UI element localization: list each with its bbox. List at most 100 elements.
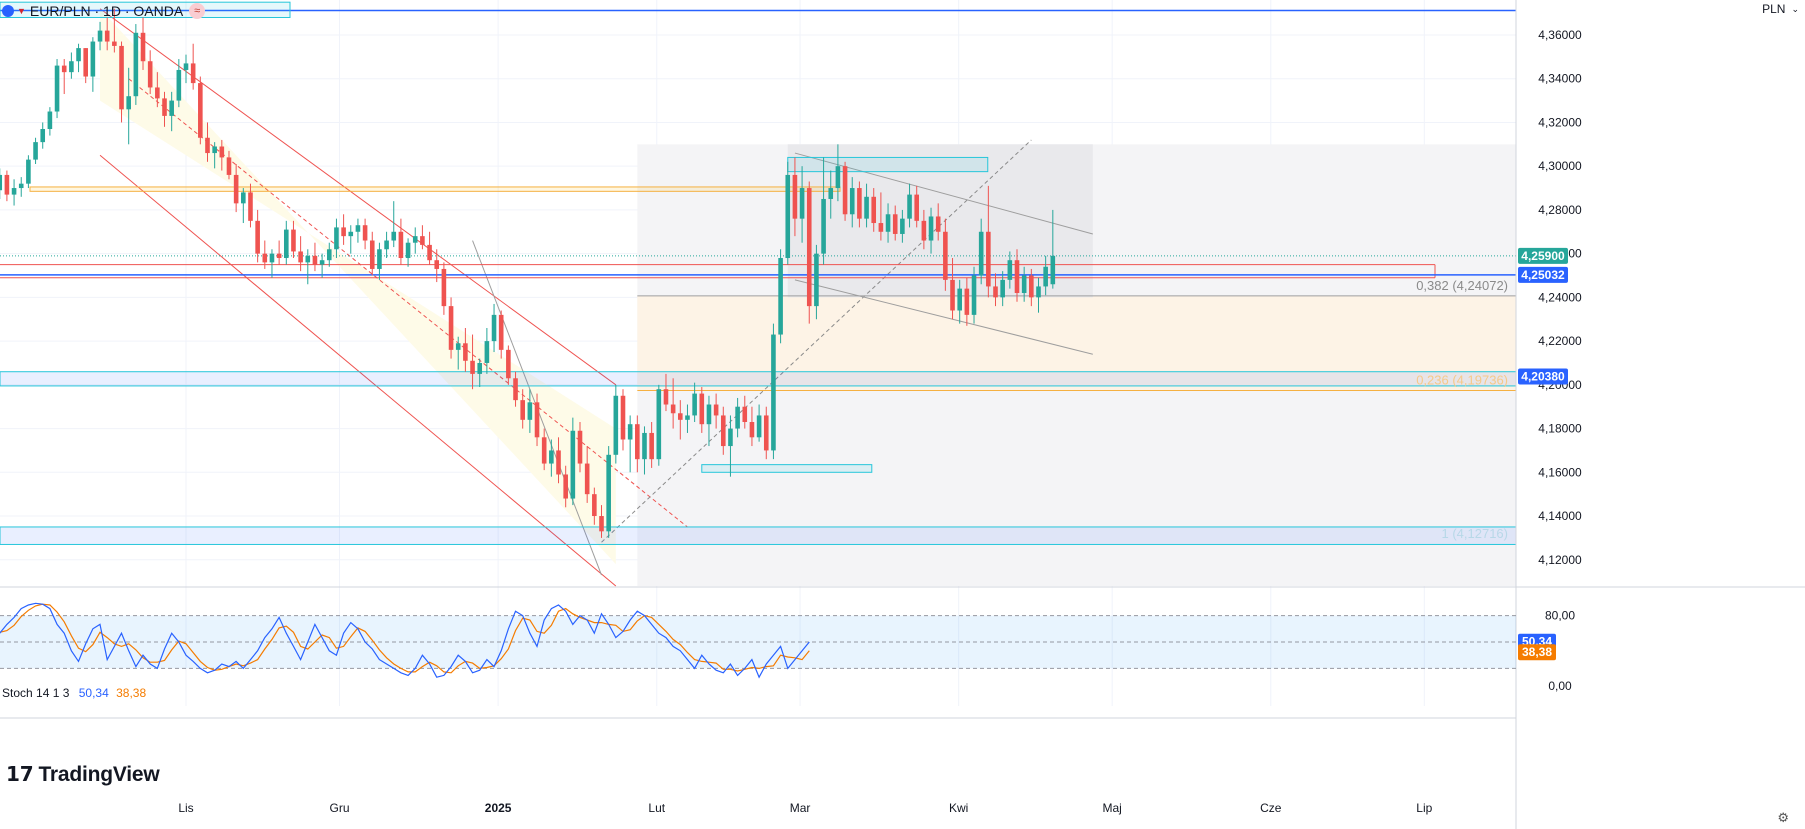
- tradingview-logo[interactable]: 𝟭𝟳 TradingView: [6, 762, 160, 787]
- candle-body: [763, 415, 769, 451]
- candle: [412, 227, 418, 254]
- candle: [405, 238, 411, 267]
- candle-body: [670, 404, 676, 414]
- candle-body: [692, 393, 697, 416]
- candle-body: [463, 343, 468, 361]
- wedge-lower-line: [794, 279, 1093, 355]
- candle-body: [427, 244, 432, 261]
- price-tick-label: 4,34000: [1538, 72, 1582, 86]
- candle-body: [405, 242, 411, 259]
- candle: [205, 122, 210, 162]
- candle-body: [842, 166, 848, 215]
- zone-top: [0, 1, 291, 18]
- candle: [455, 336, 461, 370]
- candle-body: [312, 255, 318, 265]
- candle: [620, 389, 626, 451]
- candle-body: [226, 157, 232, 175]
- candle: [957, 279, 962, 324]
- candle: [219, 139, 225, 171]
- candle: [584, 446, 590, 503]
- candle: [613, 384, 619, 464]
- candle-body: [878, 223, 884, 232]
- candle-body: [334, 227, 339, 250]
- candle: [971, 266, 977, 324]
- candle-body: [147, 61, 153, 88]
- candle-body: [112, 41, 117, 46]
- currency-selector[interactable]: PLN ⌄: [1762, 2, 1799, 16]
- candle: [663, 373, 669, 412]
- price-label: 4,20380: [1521, 370, 1565, 384]
- candle-body: [455, 343, 461, 350]
- candle-body: [1014, 260, 1020, 293]
- candle: [119, 41, 124, 123]
- candle-body: [448, 306, 454, 350]
- candle: [162, 91, 167, 127]
- symbol-header[interactable]: ▼ EUR/PLN · 1D · OANDA ≈: [0, 2, 206, 20]
- candle-body: [198, 83, 203, 138]
- candle: [670, 378, 676, 429]
- candle-body: [627, 424, 633, 440]
- candle-body: [18, 183, 24, 189]
- candle-body: [892, 214, 898, 234]
- candle-body: [491, 314, 497, 342]
- tradingview-logo-text: TradingView: [38, 762, 160, 786]
- candle: [592, 487, 597, 525]
- candle-body: [0, 174, 3, 191]
- time-tick-label: Kwi: [949, 801, 968, 815]
- candle-body: [556, 450, 561, 475]
- candle: [563, 465, 568, 508]
- candle: [943, 218, 948, 291]
- candle-body: [814, 253, 819, 307]
- candle: [549, 439, 554, 477]
- candle: [914, 185, 920, 228]
- candle-body: [849, 188, 855, 215]
- candle: [656, 384, 662, 466]
- candle-body: [97, 30, 103, 42]
- currency-label: PLN: [1762, 2, 1786, 16]
- candle-body: [47, 111, 53, 130]
- candle-body: [183, 63, 189, 70]
- zone-box-1: [787, 156, 989, 173]
- fib-label: 0,382 (4,24072): [1416, 278, 1508, 293]
- candle-body: [799, 188, 805, 219]
- candle: [434, 249, 440, 283]
- candle: [212, 142, 217, 169]
- candle: [1021, 266, 1027, 302]
- zone-support-2: [0, 526, 1517, 545]
- candle: [520, 389, 525, 429]
- candle-body: [900, 218, 905, 234]
- candle: [448, 297, 454, 359]
- candle: [334, 218, 339, 259]
- candle: [1014, 249, 1020, 302]
- candle-body: [169, 100, 174, 116]
- candle: [491, 303, 497, 353]
- stochastic-d-value: 38,38: [116, 686, 147, 700]
- stochastic-legend[interactable]: Stoch 14 1 3 50,34 38,38: [2, 686, 146, 700]
- candle-body: [520, 400, 525, 420]
- candle-body: [513, 378, 518, 401]
- candle: [728, 415, 733, 477]
- candle: [1029, 268, 1034, 307]
- wave-indicator-icon[interactable]: ≈: [189, 3, 206, 19]
- candle: [864, 183, 869, 228]
- candle: [763, 406, 769, 460]
- candle: [76, 43, 81, 73]
- candle-body: [1036, 286, 1041, 298]
- candle-body: [305, 255, 311, 263]
- candle: [706, 395, 712, 447]
- chevron-down-icon: ⌄: [1791, 3, 1799, 14]
- candle: [806, 181, 812, 324]
- candle: [1036, 277, 1041, 313]
- price-tick-label: 4,36000: [1538, 28, 1582, 42]
- candle: [527, 389, 533, 433]
- time-tick-label: Mar: [790, 801, 811, 815]
- settings-gear-icon[interactable]: ⚙: [1777, 810, 1789, 825]
- candle: [878, 192, 884, 241]
- candle: [377, 242, 382, 280]
- candle-body: [785, 174, 791, 259]
- candle-body: [219, 146, 225, 158]
- candle-body: [233, 174, 239, 204]
- candle-body: [269, 253, 275, 263]
